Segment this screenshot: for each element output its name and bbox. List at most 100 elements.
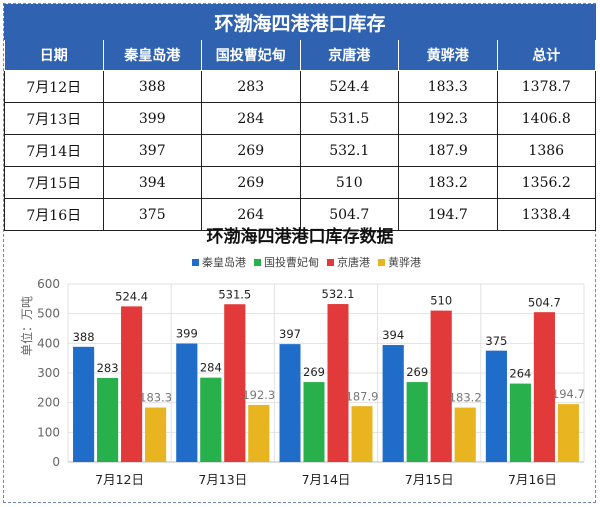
legend-label: 国投曹妃甸 (264, 256, 319, 269)
data-label: 192.3 (242, 388, 275, 402)
x-tick-label: 7月15日 (405, 472, 454, 487)
data-label: 183.2 (449, 391, 482, 405)
bar-shade (382, 345, 404, 462)
cell: 1406.8 (496, 102, 596, 135)
header-total: 总计 (496, 40, 596, 71)
cell: 183.3 (398, 70, 498, 103)
data-label: 510 (430, 294, 452, 308)
y-tick-label: 500 (37, 307, 60, 321)
data-label: 284 (200, 361, 222, 375)
table-row: 7月14日 397 269 532.1 187.9 1386 (4, 134, 596, 167)
bar-shade (454, 407, 476, 462)
bar-shade (430, 310, 452, 462)
cell: 269 (201, 134, 301, 167)
header-jt: 京唐港 (299, 40, 399, 71)
data-label: 194.7 (552, 387, 585, 401)
x-tick-label: 7月13日 (198, 472, 247, 487)
data-label: 269 (303, 365, 325, 379)
bar-shade (557, 404, 579, 462)
x-tick-label: 7月16日 (508, 472, 557, 487)
legend-item: 京唐港 (327, 254, 370, 270)
bar-shade (533, 312, 555, 462)
header-qhd: 秦皇岛港 (102, 40, 202, 71)
legend-item: 秦皇岛港 (192, 254, 246, 270)
data-label: 504.7 (528, 295, 561, 309)
cell: 397 (102, 134, 202, 167)
chart-canvas: 0 100 200 300 400 500 600 388 283 524.4 183.3 7月12日… (37, 277, 585, 487)
cell: 510 (299, 166, 399, 199)
data-label: 264 (509, 367, 531, 381)
legend-label: 京唐港 (337, 256, 370, 269)
legend-swatch (327, 258, 334, 266)
y-tick-label: 0 (52, 455, 60, 469)
cell: 524.4 (299, 70, 399, 103)
data-label: 394 (382, 328, 404, 342)
table-header-row: 日期 秦皇岛港 国投曹妃甸 京唐港 黄骅港 总计 (4, 40, 596, 71)
cell: 183.2 (398, 166, 498, 199)
bar-shade (248, 404, 270, 462)
bar-shade (279, 344, 301, 462)
data-label: 283 (97, 361, 119, 375)
cell: 7月12日 (4, 70, 104, 103)
cell: 1378.7 (496, 70, 596, 103)
cell: 7月15日 (4, 166, 104, 199)
table-row: 7月16日 375 264 504.7 194.7 1338.4 (4, 198, 596, 231)
bar-shade (200, 377, 222, 462)
cell: 531.5 (299, 102, 399, 135)
chart-title: 环渤海四港港口库存数据 (206, 227, 394, 247)
x-tick-label: 7月14日 (302, 472, 351, 487)
y-tick-label: 400 (37, 336, 60, 350)
data-label: 375 (485, 334, 507, 348)
data-label: 531.5 (218, 287, 251, 301)
y-tick-label: 200 (37, 396, 60, 410)
cell: 7月14日 (4, 134, 104, 167)
y-tick-label: 600 (37, 277, 60, 291)
table-row: 7月15日 394 269 510 183.2 1356.2 (4, 166, 596, 199)
cell: 192.3 (398, 102, 498, 135)
cell: 284 (201, 102, 301, 135)
cell: 269 (201, 166, 301, 199)
cell: 283 (201, 70, 301, 103)
legend-swatch (378, 258, 385, 266)
legend-swatch (192, 258, 199, 266)
page-title: 环渤海四港港口库存 (4, 4, 596, 40)
data-label: 269 (406, 365, 428, 379)
table-row: 7月13日 399 284 531.5 192.3 1406.8 (4, 102, 596, 135)
cell: 187.9 (398, 134, 498, 167)
cell: 375 (102, 198, 202, 231)
data-label: 524.4 (115, 289, 148, 303)
data-label: 397 (279, 327, 301, 341)
cell: 264 (201, 198, 301, 231)
table-row: 7月12日 388 283 524.4 183.3 1378.7 (4, 70, 596, 103)
cell: 7月16日 (4, 198, 104, 231)
legend-label: 黄骅港 (388, 256, 421, 269)
bar-shade (176, 343, 198, 462)
legend-swatch (254, 258, 261, 266)
cell: 1386 (496, 134, 596, 167)
y-tick-label: 300 (37, 366, 60, 380)
header-date: 日期 (4, 40, 104, 71)
chart-legend: 秦皇岛港 国投曹妃甸 京唐港 黄骅港 (192, 254, 421, 270)
bar-shade (509, 383, 531, 462)
header-hh: 黄骅港 (398, 40, 498, 71)
y-tick-label: 100 (37, 425, 60, 439)
cell: 7月13日 (4, 102, 104, 135)
bar-shade (351, 406, 373, 462)
data-label: 399 (176, 327, 198, 341)
bar-shade (97, 378, 119, 462)
bar-shade (73, 346, 95, 462)
x-tick-label: 7月12日 (95, 472, 144, 487)
cell: 388 (102, 70, 202, 103)
bar-shade (406, 382, 428, 462)
y-axis-label: 单位：万吨 (20, 295, 34, 356)
inventory-chart: 0 100 200 300 400 500 600 388 283 524.4 183.3 7月12日… (4, 216, 596, 504)
cell: 532.1 (299, 134, 399, 167)
bar-shade (145, 407, 167, 462)
bar-shade (485, 350, 507, 462)
bar-shade (327, 304, 349, 462)
data-label: 532.1 (322, 287, 355, 301)
inventory-table: 日期 秦皇岛港 国投曹妃甸 京唐港 黄骅港 总计 7月12日 388 283 5… (4, 40, 596, 231)
bar-shade (224, 304, 246, 462)
bar-shade (303, 382, 325, 462)
legend-label: 秦皇岛港 (202, 256, 246, 269)
